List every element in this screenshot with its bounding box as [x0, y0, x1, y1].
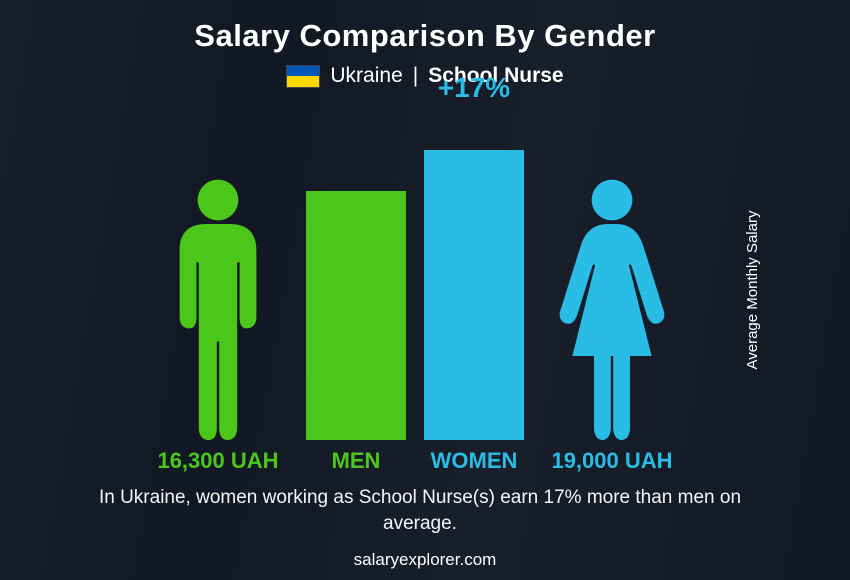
women-bar-column: +17% [424, 110, 524, 440]
subtitle-row: Ukraine | School Nurse [0, 64, 850, 88]
chart-inner: +17% [60, 110, 770, 440]
men-icon-column [148, 110, 288, 440]
male-person-icon [158, 176, 278, 440]
men-bar [306, 191, 406, 440]
caption-text: In Ukraine, women working as School Nurs… [80, 485, 760, 536]
men-salary-label: 16,300 UAH [148, 448, 288, 474]
women-bar [424, 150, 524, 440]
men-bar-column [306, 110, 406, 440]
diff-label: +17% [438, 72, 510, 104]
country-label: Ukraine [330, 64, 402, 88]
footer-source: salaryexplorer.com [0, 550, 850, 570]
women-salary-label: 19,000 UAH [542, 448, 682, 474]
ukraine-flag-icon [286, 65, 320, 88]
separator: | [413, 64, 418, 88]
men-category-label: MEN [306, 448, 406, 474]
women-icon-column [542, 110, 682, 440]
female-person-icon [552, 176, 672, 440]
flag-bottom-stripe [287, 76, 319, 87]
women-category-label: WOMEN [424, 448, 524, 474]
flag-top-stripe [287, 66, 319, 77]
labels-row: 16,300 UAH MEN WOMEN 19,000 UAH [60, 448, 770, 474]
infographic-container: Salary Comparison By Gender Ukraine | Sc… [0, 0, 850, 580]
page-title: Salary Comparison By Gender [0, 0, 850, 54]
chart-area: +17% [60, 110, 770, 440]
y-axis-label: Average Monthly Salary [744, 211, 761, 370]
